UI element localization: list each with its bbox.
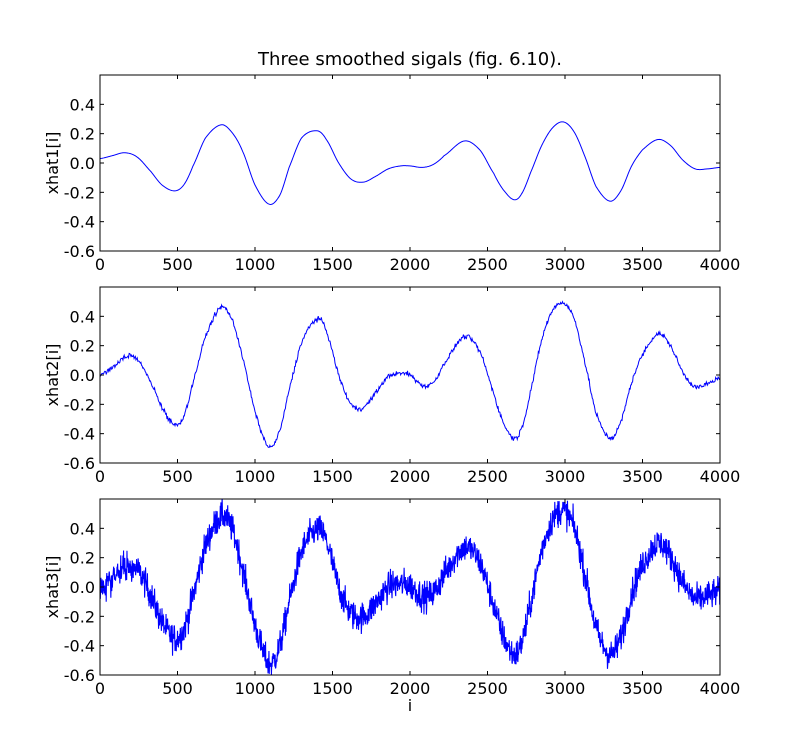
axes-frame: [99, 74, 721, 252]
x-tick-label: 3000: [545, 679, 586, 698]
x-tick-label: 2000: [390, 467, 431, 486]
x-tick-label: 3000: [545, 467, 586, 486]
x-tick-label: 1000: [235, 467, 276, 486]
y-tick-label: 0.4: [70, 307, 95, 326]
x-tick-label: 2500: [467, 255, 508, 274]
subplot-3: 0 500 1000 1500 2000 2500 3000 3500 4000 -0.6 -0.4…: [43, 498, 740, 715]
y-tick-label: -0.2: [64, 607, 95, 626]
x-tick-label: 3500: [622, 679, 663, 698]
y-tick-label: 0.4: [70, 95, 95, 114]
x-tick-label: 3000: [545, 255, 586, 274]
x-tick-label: 2000: [390, 255, 431, 274]
y-tick-label: -0.4: [64, 213, 95, 232]
x-tick-label: 3500: [622, 255, 663, 274]
y-tick-label: -0.4: [64, 637, 95, 656]
x-tick-label: 4000: [700, 679, 741, 698]
y-tick-label: 0.2: [70, 125, 95, 144]
series-line-1: [100, 121, 720, 205]
y-tick-label: 0.0: [70, 154, 95, 173]
y-tick-label: -0.2: [64, 183, 95, 202]
x-tick-label: 500: [162, 467, 193, 486]
x-tick-label: 1000: [235, 255, 276, 274]
x-tick-label: 1500: [312, 467, 353, 486]
x-tick-label: 3500: [622, 467, 663, 486]
y-axis-label: xhat1[i]: [43, 132, 62, 195]
x-tick-label: 2500: [467, 679, 508, 698]
x-tick-label: 0: [95, 467, 105, 486]
subplot-2: 0 500 1000 1500 2000 2500 3000 3500 4000 -0.6 -0.4…: [43, 286, 741, 486]
x-tick-label: 2500: [467, 467, 508, 486]
x-tick-label: 0: [95, 679, 105, 698]
y-tick-label: 0.0: [70, 578, 95, 597]
y-tick-label: -0.2: [64, 395, 95, 414]
y-tick-label: -0.6: [64, 454, 95, 473]
y-tick-label: -0.6: [64, 666, 95, 685]
x-tick-label: 4000: [700, 467, 741, 486]
x-axis-label: i: [408, 696, 412, 715]
y-tick-label: 0.4: [70, 519, 95, 538]
x-tick-label: 4000: [700, 255, 741, 274]
chart-title: Three smoothed sigals (fig. 6.10).: [257, 49, 562, 70]
y-tick-label: -0.6: [64, 242, 95, 261]
x-tick-label: 500: [162, 679, 193, 698]
y-tick-label: 0.2: [70, 337, 95, 356]
y-tick-label: 0.0: [70, 366, 95, 385]
x-tick-label: 500: [162, 255, 193, 274]
y-tick-label: -0.4: [64, 425, 95, 444]
subplot-1: 0 500 1000 1500 2000 2500 3000 3500 4000 -0.6 -0.4…: [43, 49, 740, 274]
y-tick-label: 0.2: [70, 549, 95, 568]
series-line-1: [100, 499, 720, 675]
x-tick-label: 1500: [312, 679, 353, 698]
x-tick-label: 2000: [390, 679, 431, 698]
x-tick-label: 1500: [312, 255, 353, 274]
x-tick-label: 1000: [235, 679, 276, 698]
x-tick-label: 0: [95, 255, 105, 274]
y-axis-label: xhat3[i]: [43, 556, 62, 619]
series-line-1: [100, 300, 720, 448]
y-axis-label: xhat2[i]: [43, 344, 62, 407]
